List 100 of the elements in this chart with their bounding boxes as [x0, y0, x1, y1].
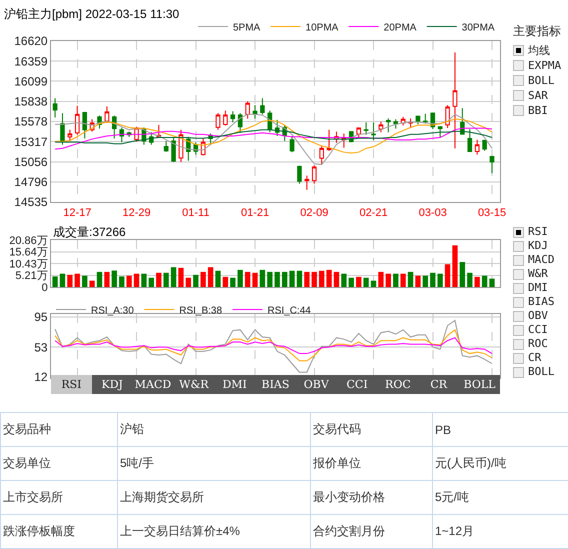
- text: BIAS: [260, 377, 290, 393]
- candlestick: [297, 165, 302, 184]
- text: BOLL: [528, 74, 554, 88]
- bar: [193, 274, 198, 287]
- text: 跌涨停板幅度: [0, 514, 118, 548]
- x-tick-label: 03-03: [418, 207, 447, 220]
- bar: [60, 274, 66, 287]
- bar: [126, 276, 132, 287]
- text: 报价单位: [310, 446, 432, 480]
- text: 主要指标: [513, 23, 562, 40]
- line-series: [54, 337, 492, 354]
- y-tick-label: 15838: [14, 94, 48, 109]
- text: DMI: [221, 377, 248, 393]
- bar: [341, 274, 347, 287]
- text: 沪铅: [118, 412, 310, 446]
- text: BIAS: [528, 295, 554, 309]
- bar: [200, 272, 206, 287]
- y-tick-label: 16099: [14, 74, 48, 88]
- bar: [444, 264, 450, 287]
- x-tick-label: 12-17: [63, 207, 92, 220]
- x-tick-label: 01-11: [182, 207, 210, 220]
- candlestick: [74, 105, 80, 136]
- bar: [89, 280, 95, 287]
- bar: [141, 274, 147, 287]
- text: OBV: [528, 309, 548, 323]
- bar: [289, 270, 295, 287]
- candlestick: [260, 98, 265, 115]
- bar: [222, 276, 228, 287]
- y-tick-label: 15.64万: [9, 246, 48, 259]
- line-series: [54, 329, 492, 362]
- candlestick: [304, 175, 310, 190]
- candlestick: [474, 139, 480, 156]
- bar: [438, 274, 443, 287]
- bar: [274, 272, 280, 287]
- candlestick: [252, 104, 258, 120]
- text: 元(人民币)/吨: [432, 446, 568, 480]
- legend-label: 30PMA: [462, 22, 495, 34]
- legend-label: 20PMA: [384, 22, 417, 34]
- legend-label: 5PMA: [233, 22, 261, 34]
- text: 交易单位: [0, 446, 118, 480]
- text: PB: [432, 412, 568, 446]
- bar: [119, 276, 124, 287]
- bar: [163, 272, 169, 287]
- text: RSI: [528, 225, 548, 239]
- candlestick: [223, 110, 228, 126]
- bar: [482, 276, 488, 287]
- bar: [282, 272, 288, 287]
- text: 均线: [528, 44, 550, 58]
- chart-title: 成交量:37266: [53, 225, 126, 239]
- bar: [252, 272, 258, 287]
- candlestick: [230, 110, 236, 123]
- candlestick: [393, 118, 398, 130]
- candlestick: [60, 112, 65, 146]
- bar: [260, 270, 266, 287]
- candlestick: [371, 122, 376, 141]
- y-tick-label: 53: [34, 340, 48, 354]
- text: BBI: [528, 104, 548, 118]
- bar: [267, 272, 272, 287]
- text: 上一交易日结算价±4%: [118, 514, 310, 548]
- text: CR: [429, 377, 448, 393]
- bar: [156, 272, 162, 287]
- bar: [348, 278, 354, 287]
- candlestick: [290, 135, 294, 153]
- line-series: [54, 129, 492, 144]
- bar: [393, 274, 398, 287]
- text: CCI: [346, 377, 369, 393]
- text: SAR: [528, 88, 548, 102]
- text: MACD: [134, 377, 172, 393]
- text: 上市交易所: [0, 480, 118, 514]
- y-tick-label: 15578: [14, 114, 48, 129]
- legend-label: RSI_C:44: [267, 305, 312, 316]
- candlestick: [164, 140, 168, 152]
- y-tick-label: 14535: [14, 195, 48, 210]
- text: MACD: [528, 253, 554, 267]
- candlestick: [452, 52, 458, 149]
- candlestick: [386, 118, 391, 133]
- bar: [460, 262, 466, 287]
- bar: [82, 276, 88, 287]
- bar: [386, 274, 391, 287]
- candlestick: [467, 128, 472, 152]
- bar: [415, 276, 421, 287]
- x-tick-label: 03-15: [478, 207, 506, 220]
- x-tick-label: 12-29: [122, 207, 151, 220]
- text: RSI: [51, 375, 92, 394]
- line-series: [54, 128, 492, 150]
- candlestick: [378, 121, 384, 133]
- text: W&R: [178, 377, 210, 393]
- text: DMI: [528, 281, 548, 295]
- y-tick-label: 20.86万: [9, 234, 48, 247]
- text: 交易品种: [0, 412, 118, 446]
- bar: [67, 274, 73, 287]
- bar: [430, 272, 436, 287]
- legend-label: RSI_B:38: [179, 305, 222, 316]
- bar: [296, 270, 302, 287]
- x-tick-label: 01-21: [240, 207, 270, 220]
- candlestick: [52, 98, 58, 118]
- bar: [178, 268, 184, 287]
- candlestick: [171, 137, 176, 162]
- text: KDJ: [100, 377, 124, 393]
- bar: [363, 278, 369, 287]
